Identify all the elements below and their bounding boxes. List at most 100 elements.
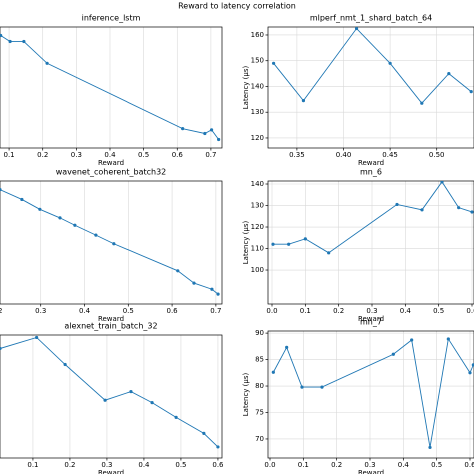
x-tick-label: 0.1: [298, 461, 309, 469]
point: [320, 385, 324, 389]
y-tick-label: 110: [251, 245, 264, 253]
plot-area: [271, 181, 474, 255]
point: [271, 370, 275, 374]
x-tick-label: 0.4: [79, 307, 91, 315]
x-tick-label: 0.7: [210, 307, 221, 315]
subplot-title: mn_7: [360, 318, 382, 327]
x-tick-label: 0.3: [71, 151, 82, 159]
plot-area: [271, 27, 473, 105]
point: [174, 415, 178, 420]
point: [410, 338, 414, 342]
x-tick-label: 0.50: [429, 151, 445, 159]
point: [0, 188, 2, 192]
line: [273, 181, 473, 254]
x-tick-label: 0.6: [172, 151, 184, 159]
x-tick-label: 0.1: [4, 151, 15, 159]
x-tick-label: 0.3: [366, 307, 377, 315]
point: [20, 197, 24, 202]
plot-area: [0, 335, 220, 449]
point: [457, 206, 461, 210]
x-axis-label: Reward: [98, 469, 124, 474]
point: [216, 445, 220, 449]
point: [440, 181, 444, 184]
point: [112, 242, 116, 246]
point: [469, 90, 473, 94]
y-tick-label: 120: [251, 223, 264, 231]
y-tick-label: 85: [255, 356, 264, 364]
x-tick-label: 0.2: [331, 461, 342, 469]
x-axis-label: Reward: [358, 469, 384, 474]
subplot-title: inference_lstm: [82, 14, 141, 23]
plot-area: [0, 33, 221, 142]
point: [395, 202, 399, 207]
y-tick-label: 160: [251, 31, 264, 39]
x-tick-label: 0.2: [64, 461, 75, 469]
point: [301, 99, 306, 103]
axes-frame: [267, 26, 474, 149]
subplot-title: wavenet_coherent_batch32: [56, 168, 167, 177]
x-tick-label: 0.4: [398, 461, 410, 469]
subplot-title: alexnet_train_batch_32: [64, 322, 157, 331]
y-tick-label: 130: [251, 202, 264, 210]
point: [63, 362, 67, 367]
point: [103, 398, 107, 402]
y-tick-label: 100: [251, 266, 264, 274]
x-tick-label: 0.6: [167, 307, 179, 315]
point: [470, 210, 474, 214]
point: [176, 269, 180, 273]
y-tick-label: 120: [251, 134, 264, 142]
x-tick-label: 0.5: [138, 151, 149, 159]
axes-frame: [267, 180, 474, 305]
x-axis-label: Reward: [98, 315, 124, 323]
point: [192, 281, 196, 285]
point: [35, 335, 39, 340]
x-tick-label: 0.5: [433, 307, 444, 315]
x-tick-label: 0.3: [364, 461, 375, 469]
x-tick-label: 0.6: [464, 461, 474, 469]
axes-frame: [0, 334, 223, 459]
point: [354, 27, 359, 31]
point: [203, 131, 207, 136]
x-tick-label: 0.4: [104, 151, 116, 159]
point: [150, 401, 154, 405]
point: [285, 345, 289, 350]
point: [22, 39, 26, 44]
point: [420, 208, 424, 212]
point: [216, 292, 220, 296]
x-tick-label: 0.3: [35, 307, 46, 315]
point: [300, 385, 304, 389]
line: [0, 35, 219, 140]
x-axis-label: Reward: [358, 159, 384, 167]
subplot-title: mn_6: [360, 168, 382, 177]
point: [420, 101, 424, 105]
line: [272, 337, 474, 448]
x-tick-label: 0.6: [212, 461, 224, 469]
x-tick-label: 0.0: [266, 307, 277, 315]
x-tick-label: 0.1: [300, 307, 311, 315]
x-tick-label: 0.45: [382, 151, 398, 159]
y-axis-label: Latency (µs): [242, 373, 250, 417]
point: [471, 363, 474, 367]
line: [273, 27, 472, 104]
point: [45, 61, 49, 65]
y-tick-label: 150: [251, 57, 264, 65]
x-tick-label: 0.5: [175, 461, 186, 469]
point: [181, 127, 185, 131]
axes-frame: [0, 26, 223, 149]
point: [129, 389, 133, 394]
point: [202, 431, 206, 435]
y-tick-label: 140: [251, 180, 264, 188]
axes-frame: [0, 180, 223, 305]
point: [73, 223, 77, 227]
y-tick-label: 90: [255, 329, 264, 337]
x-tick-label: 0.7: [205, 151, 216, 159]
x-tick-label: 0.0: [264, 461, 275, 469]
point: [271, 61, 276, 65]
line: [0, 189, 219, 295]
plot-area: [271, 337, 474, 450]
point: [468, 371, 472, 375]
y-tick-label: 70: [255, 435, 264, 443]
x-tick-label: 0.4: [400, 307, 412, 315]
x-tick-label: 0.5: [123, 307, 134, 315]
figure-title: Reward to latency correlation: [178, 2, 296, 11]
